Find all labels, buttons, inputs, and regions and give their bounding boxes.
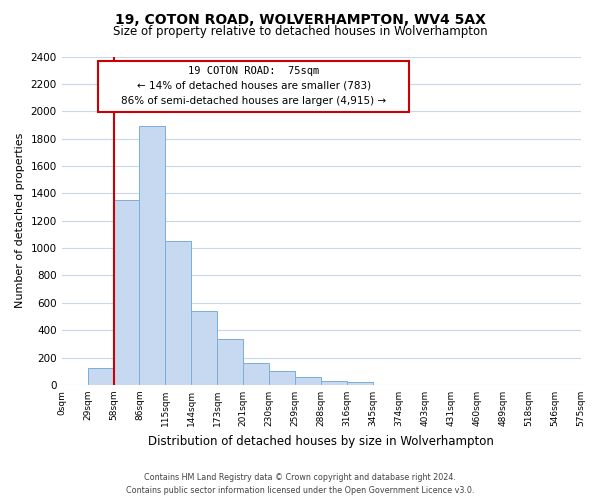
Bar [166, 241, 191, 385]
Bar [243, 363, 269, 385]
Text: 86% of semi-detached houses are larger (4,915) →: 86% of semi-detached houses are larger (… [121, 96, 386, 106]
Bar [191, 311, 217, 385]
Bar [347, 382, 373, 385]
Y-axis label: Number of detached properties: Number of detached properties [15, 133, 25, 308]
Bar [217, 339, 243, 385]
X-axis label: Distribution of detached houses by size in Wolverhampton: Distribution of detached houses by size … [148, 434, 494, 448]
Bar [139, 126, 166, 385]
Text: Contains HM Land Registry data © Crown copyright and database right 2024.
Contai: Contains HM Land Registry data © Crown c… [126, 474, 474, 495]
FancyBboxPatch shape [98, 62, 409, 112]
Bar [113, 200, 139, 385]
Text: 19 COTON ROAD:  75sqm: 19 COTON ROAD: 75sqm [188, 66, 319, 76]
Text: ← 14% of detached houses are smaller (783): ← 14% of detached houses are smaller (78… [137, 81, 371, 91]
Text: 19, COTON ROAD, WOLVERHAMPTON, WV4 5AX: 19, COTON ROAD, WOLVERHAMPTON, WV4 5AX [115, 12, 485, 26]
Bar [88, 368, 113, 385]
Bar [321, 381, 347, 385]
Bar [269, 370, 295, 385]
Bar [295, 376, 321, 385]
Text: Size of property relative to detached houses in Wolverhampton: Size of property relative to detached ho… [113, 25, 487, 38]
